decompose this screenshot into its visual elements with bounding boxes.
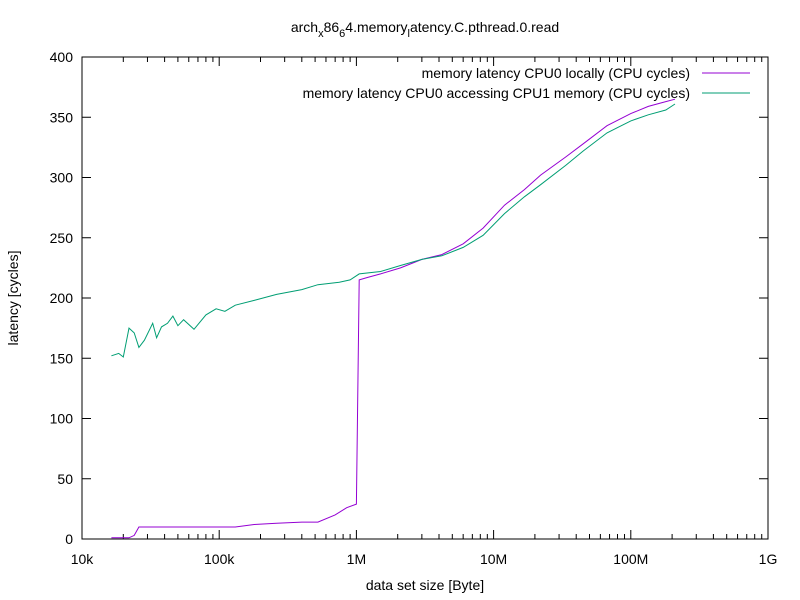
x-axis-label: data set size [Byte] xyxy=(366,577,484,593)
y-tick-label: 200 xyxy=(50,290,74,306)
x-tick-label: 10M xyxy=(480,551,507,567)
y-axis-label: latency [cycles] xyxy=(5,251,21,346)
y-tick-label: 100 xyxy=(50,411,74,427)
y-tick-label: 350 xyxy=(50,109,74,125)
x-tick-label: 1M xyxy=(347,551,366,567)
x-tick-label: 1G xyxy=(759,551,778,567)
series-line-1 xyxy=(111,98,676,539)
chart-title: archx8664.memorylatency.C.pthread.0.read xyxy=(291,19,559,40)
legend-label-2: memory latency CPU0 accessing CPU1 memor… xyxy=(303,85,690,101)
series-lines xyxy=(111,98,676,539)
y-tick-label: 50 xyxy=(57,471,73,487)
y-tick-label: 250 xyxy=(50,230,74,246)
series-line-2 xyxy=(111,103,676,358)
axis-ticks: 0 50 100 150 200 250 300 350 400 10k 100k 1M 10M 100M… xyxy=(50,49,778,567)
legend-label-1: memory latency CPU0 locally (CPU cycles) xyxy=(422,65,690,81)
plot-frame xyxy=(81,56,769,540)
y-tick-label: 0 xyxy=(65,531,73,547)
x-tick-label: 10k xyxy=(71,551,95,567)
x-tick-label: 100k xyxy=(204,551,235,567)
y-tick-label: 300 xyxy=(50,170,74,186)
y-tick-label: 400 xyxy=(50,49,74,65)
x-tick-label: 100M xyxy=(613,551,648,567)
legend: memory latency CPU0 locally (CPU cycles)… xyxy=(303,65,750,101)
y-tick-label: 150 xyxy=(50,350,74,366)
